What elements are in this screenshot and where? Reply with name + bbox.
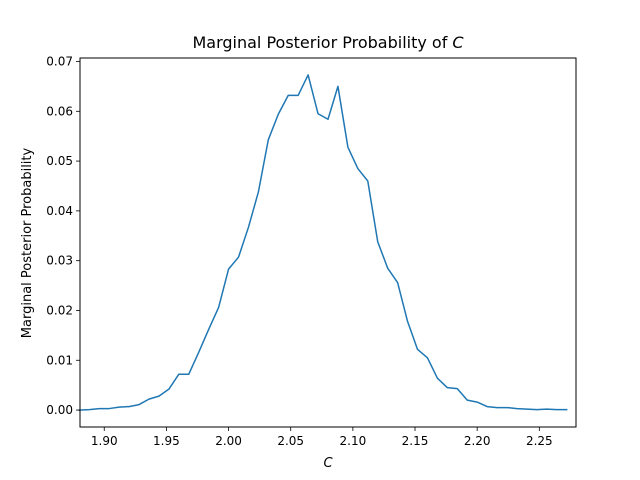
chart-title: Marginal Posterior Probability of C: [192, 33, 464, 52]
x-tick-label: 2.15: [402, 434, 429, 448]
y-axis-label: Marginal Posterior Probability: [20, 147, 35, 338]
y-tick-label: 0.07: [46, 54, 73, 68]
y-tick-label: 0.01: [46, 353, 73, 367]
y-tick-label: 0.03: [46, 254, 73, 268]
x-tick-label: 2.00: [215, 434, 242, 448]
y-tick-label: 0.04: [46, 204, 73, 218]
x-tick-label: 2.20: [464, 434, 491, 448]
x-tick-label: 1.95: [153, 434, 180, 448]
x-tick-label: 2.25: [526, 434, 553, 448]
x-tick-label: 1.90: [91, 434, 118, 448]
chart-title-text: Marginal Posterior Probability of: [192, 33, 447, 52]
x-axis-label: C: [323, 456, 333, 471]
y-axis-ticks: 0.00 0.01 0.02 0.03 0.04 0.05 0.06 0.07: [46, 54, 80, 417]
y-tick-label: 0.00: [46, 403, 73, 417]
x-tick-label: 2.10: [340, 434, 367, 448]
y-tick-label: 0.05: [46, 154, 73, 168]
x-tick-label: 2.05: [277, 434, 304, 448]
plot-area: [78, 74, 568, 411]
y-tick-label: 0.06: [46, 104, 73, 118]
series-line-0: [78, 74, 568, 411]
chart-title-variable: C: [452, 33, 464, 52]
y-tick-label: 0.02: [46, 303, 73, 317]
axes-frame: [79, 57, 577, 428]
x-axis-ticks: 1.90 1.95 2.00 2.05 2.10 2.15 2.20 2.25: [91, 427, 553, 448]
